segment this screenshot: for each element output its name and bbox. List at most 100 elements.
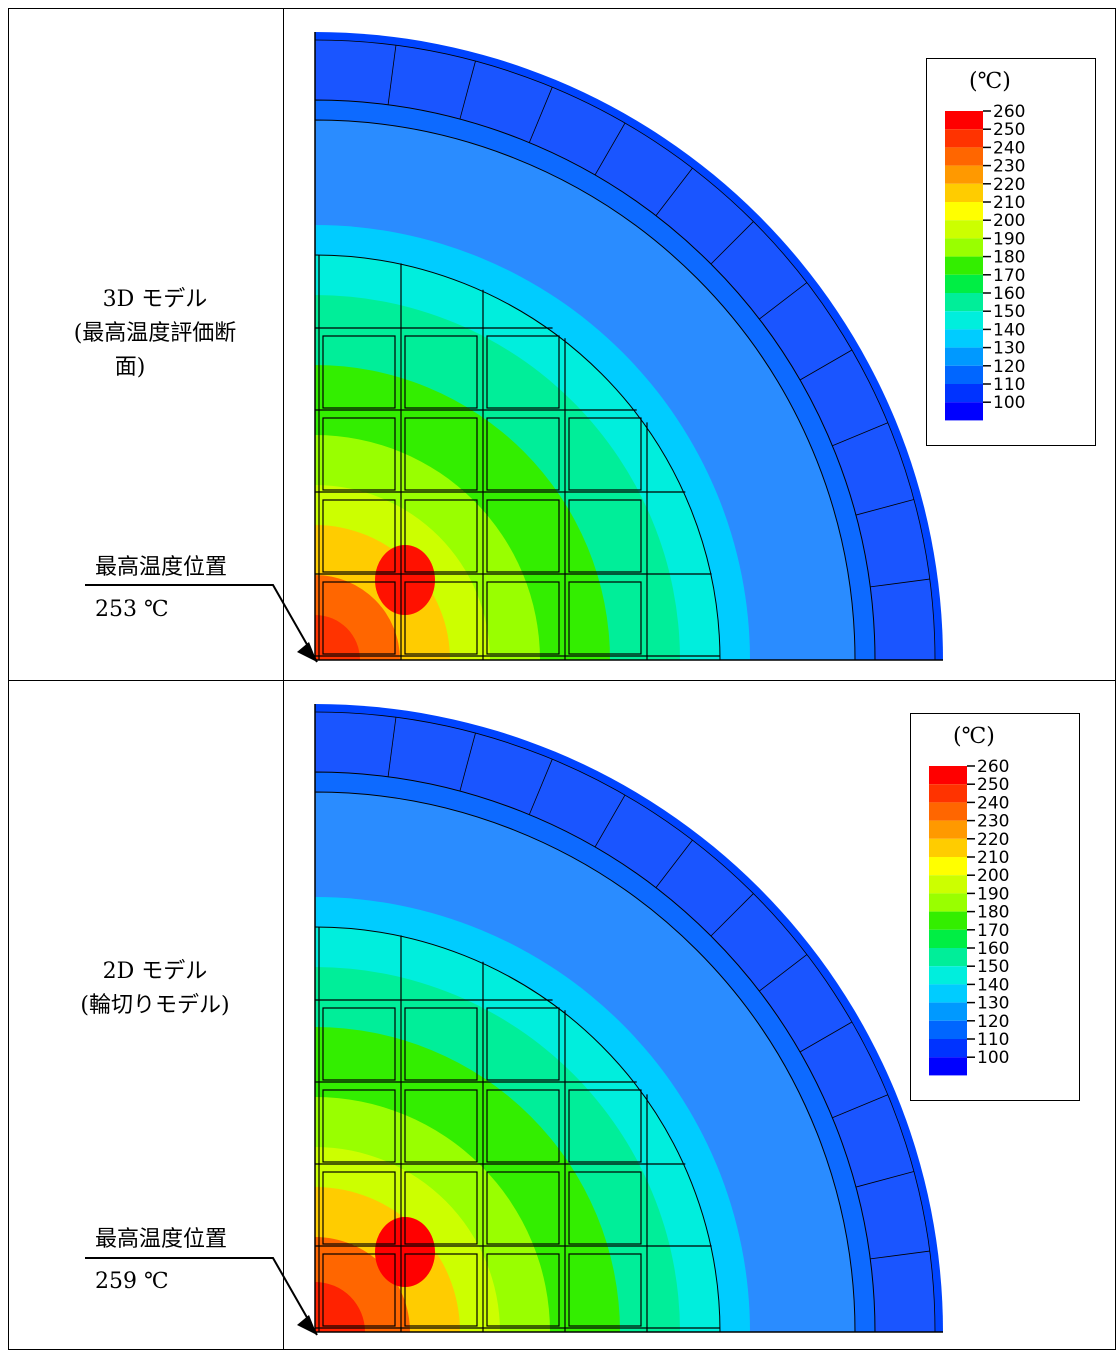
legend-swatch [929,948,967,967]
fuel-cell [568,1089,642,1163]
legend-swatch [945,202,983,221]
fin-line [759,282,808,320]
fuel-cell [568,1253,642,1327]
fuel-cell [404,581,478,655]
legend-tick-label: 160 [977,939,1009,959]
legend-tick-label: 230 [977,812,1009,832]
legend-swatch [929,1002,967,1021]
fin-line [387,45,397,105]
legend-swatch [929,802,967,821]
legend-unit: (℃) [969,69,1011,94]
legend-swatch [945,329,983,348]
legend-swatch [929,911,967,930]
fuel-cell [322,581,396,655]
legend-swatch [929,820,967,839]
fin-line [387,717,397,777]
hot-spot [375,1217,435,1287]
legend-tick-label: 140 [977,975,1009,995]
legend-swatch [929,1020,967,1039]
legend-tick-label: 240 [993,138,1025,158]
shield-outline [314,39,936,661]
fin-line [594,122,626,176]
legend-swatch [945,311,983,330]
legend-tick-label: 130 [977,994,1009,1014]
legend-tick-label: 210 [993,193,1025,213]
legend-tick-label: 150 [977,957,1009,977]
legend-swatch [945,183,983,202]
fin-line [870,578,930,588]
fin-line [459,61,476,120]
row-divider [8,680,1116,681]
contour-group [314,704,943,1333]
legend-swatch [945,129,983,148]
legend-tick-label: 170 [993,266,1025,286]
legend-swatch [945,384,983,403]
max-temp-label: 最高温度位置 [95,1227,228,1252]
contour-plot-2d [314,704,943,1333]
legend-tick-label: 100 [993,393,1025,413]
legend-tick-label: 250 [977,775,1009,795]
legend-tick-label: 220 [993,175,1025,195]
legend-tick-label: 190 [977,884,1009,904]
legend-swatch [929,784,967,803]
legend-tick-label: 130 [993,339,1025,359]
legend-scale: 2602502402302202102001901801701601501401… [945,103,1025,421]
fuel-cell [404,417,478,491]
fin-line [759,954,808,992]
fin-line [710,221,754,265]
legend-tick-label: 170 [977,921,1009,941]
fin-line [594,794,626,848]
legend-2d: (℃) 260 250 240 230 220 210 200 190 180 170 160 150… [910,713,1080,1101]
legend-tick-label: 110 [993,375,1025,395]
fin-line [855,499,914,516]
legend-swatch [945,238,983,257]
legend-tick-label: 220 [977,830,1009,850]
legend-scale: 2602502402302202102001901801701601501401… [929,758,1009,1076]
model-name: 2D モデル [102,959,208,984]
fuel-cell [322,1171,396,1245]
fuel-cell [404,1253,478,1327]
contour-group [314,32,943,661]
basket-outline [314,926,721,1333]
legend-swatch [945,165,983,184]
legend-tick-label: 180 [993,248,1025,268]
fuel-cell [568,417,642,491]
leader-line-2d [85,1257,318,1336]
temp-band [315,1282,365,1332]
fin-line [799,1021,853,1053]
legend-tick-label: 110 [977,1030,1009,1050]
legend-tick-label: 190 [993,229,1025,249]
fuel-cell [486,1171,560,1245]
legend-swatch [929,1057,967,1076]
fin-line [528,759,553,815]
legend-swatch [929,875,967,894]
legend-swatch [929,766,967,785]
legend-swatch [945,274,983,293]
legend-tick-label: 260 [977,758,1009,777]
legend-tick-label: 230 [993,157,1025,177]
model-label-3d: 3D モデル (最高温度評価断 面) [40,283,270,385]
temp-band [315,615,360,660]
column-divider [283,8,284,1350]
fuel-cell [568,1171,642,1245]
fuel-cell [486,581,560,655]
fuel-cell [404,1089,478,1163]
legend-swatch [945,293,983,312]
fin-line [710,893,754,937]
legend-tick-label: 160 [993,284,1025,304]
legend-swatch [929,1039,967,1058]
legend-tick-label: 100 [977,1048,1009,1068]
legend-swatch [929,893,967,912]
fuel-cell [568,499,642,573]
legend-swatch [929,984,967,1003]
legend-tick-label: 200 [993,211,1025,231]
legend-swatch [945,365,983,384]
legend-swatch [929,857,967,876]
legend-swatch [945,347,983,366]
contour-plot-3d [314,32,943,661]
legend-swatch [929,838,967,857]
fin-line [799,349,853,381]
fuel-cell [322,335,396,409]
legend-tick-label: 250 [993,120,1025,140]
fuel-cell [322,1089,396,1163]
